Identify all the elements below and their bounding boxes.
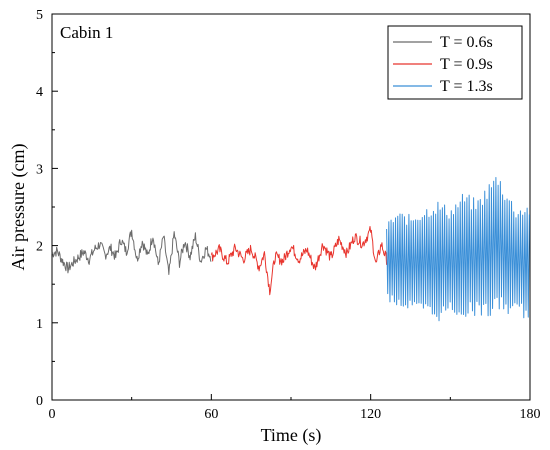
y-tick-label: 3 (36, 162, 43, 177)
legend-label: T = 1.3s (440, 78, 493, 95)
x-tick-label: 60 (204, 407, 218, 422)
y-tick-label: 2 (36, 240, 43, 255)
y-tick-label: 0 (36, 394, 43, 409)
series-layer (51, 176, 530, 322)
x-axis-title: Time (s) (261, 425, 322, 446)
cabin-annotation: Cabin 1 (60, 23, 113, 42)
series-line-2 (210, 225, 388, 296)
legend-label: T = 0.6s (440, 34, 493, 51)
x-tick-label: 120 (360, 407, 381, 422)
x-tick-label: 180 (520, 407, 541, 422)
y-tick-label: 4 (36, 85, 43, 100)
y-axis-title: Air pressure (cm) (8, 144, 29, 271)
series-line-1 (51, 229, 212, 275)
y-tick-label: 1 (36, 317, 43, 332)
x-axis: 0 60 120 180 (49, 394, 541, 422)
y-axis: 0 1 2 3 4 5 (36, 8, 58, 409)
legend-items: T = 0.6s T = 0.9s T = 1.3s (393, 34, 493, 95)
x-tick-label: 0 (49, 407, 56, 422)
legend-box (387, 25, 523, 100)
series-line-3 (386, 176, 530, 322)
legend-label: T = 0.9s (440, 56, 493, 73)
legend: T = 0.6s T = 0.9s T = 1.3s (387, 25, 523, 100)
y-tick-label: 5 (36, 8, 43, 23)
